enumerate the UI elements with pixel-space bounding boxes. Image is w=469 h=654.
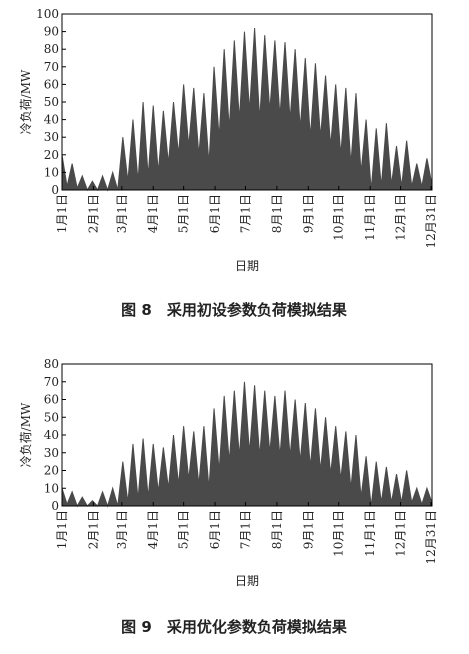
x-axis-label: 日期 <box>235 574 259 588</box>
x-tick-label: 11月1日 <box>363 510 377 557</box>
x-tick-label: 1月1日 <box>55 510 69 549</box>
x-tick-label: 6月1日 <box>208 194 222 233</box>
y-tick-label: 0 <box>51 499 59 513</box>
y-tick-label: 50 <box>44 95 59 109</box>
x-tick-label: 6月1日 <box>208 510 222 549</box>
x-tick-label: 3月1日 <box>115 510 129 549</box>
x-tick-label: 8月1日 <box>270 194 284 233</box>
y-axis-label: 冷负荷/MW <box>19 402 33 467</box>
y-tick-label: 40 <box>44 113 59 127</box>
x-tick-label: 10月1日 <box>332 510 346 557</box>
y-tick-label: 30 <box>44 130 59 144</box>
x-tick-label: 8月1日 <box>270 510 284 549</box>
x-tick-label: 2月1日 <box>86 194 100 233</box>
x-tick-label: 12月31日 <box>424 510 438 565</box>
y-tick-label: 10 <box>44 481 59 495</box>
y-tick-label: 100 <box>36 7 59 21</box>
x-tick-label: 3月1日 <box>115 194 129 233</box>
x-tick-label: 12月1日 <box>394 194 408 241</box>
x-tick-label: 2月1日 <box>86 510 100 549</box>
y-tick-label: 0 <box>51 183 59 197</box>
y-tick-label: 40 <box>44 428 59 442</box>
figure-caption: 图 8 采用初设参数负荷模拟结果 <box>121 301 348 319</box>
load-area <box>61 381 433 508</box>
y-tick-label: 70 <box>44 60 59 74</box>
y-tick-label: 70 <box>44 375 59 389</box>
y-tick-label: 20 <box>44 148 59 162</box>
y-tick-label: 30 <box>44 446 59 460</box>
y-tick-label: 50 <box>44 410 59 424</box>
x-tick-label: 1月1日 <box>55 194 69 233</box>
x-tick-label: 9月1日 <box>301 194 315 233</box>
x-tick-label: 7月1日 <box>238 510 252 549</box>
y-tick-label: 60 <box>44 393 59 407</box>
x-axis-label: 日期 <box>235 259 259 273</box>
x-tick-label: 4月1日 <box>146 510 160 549</box>
x-tick-label: 5月1日 <box>177 510 191 549</box>
y-tick-label: 10 <box>44 165 59 179</box>
x-tick-label: 4月1日 <box>146 194 160 233</box>
figure-caption: 图 9 采用优化参数负荷模拟结果 <box>121 618 348 636</box>
y-tick-label: 60 <box>44 77 59 91</box>
x-tick-label: 5月1日 <box>177 194 191 233</box>
y-tick-label: 20 <box>44 464 59 478</box>
y-tick-label: 90 <box>44 25 59 39</box>
load-area <box>61 28 433 192</box>
x-tick-label: 12月1日 <box>394 510 408 557</box>
x-tick-label: 11月1日 <box>363 194 377 241</box>
y-tick-label: 80 <box>44 42 59 56</box>
x-tick-label: 12月31日 <box>424 194 438 249</box>
x-tick-label: 9月1日 <box>301 510 315 549</box>
y-axis-label: 冷负荷/MW <box>19 69 33 134</box>
x-tick-label: 7月1日 <box>238 194 252 233</box>
x-tick-label: 10月1日 <box>332 194 346 241</box>
y-tick-label: 80 <box>44 357 59 371</box>
